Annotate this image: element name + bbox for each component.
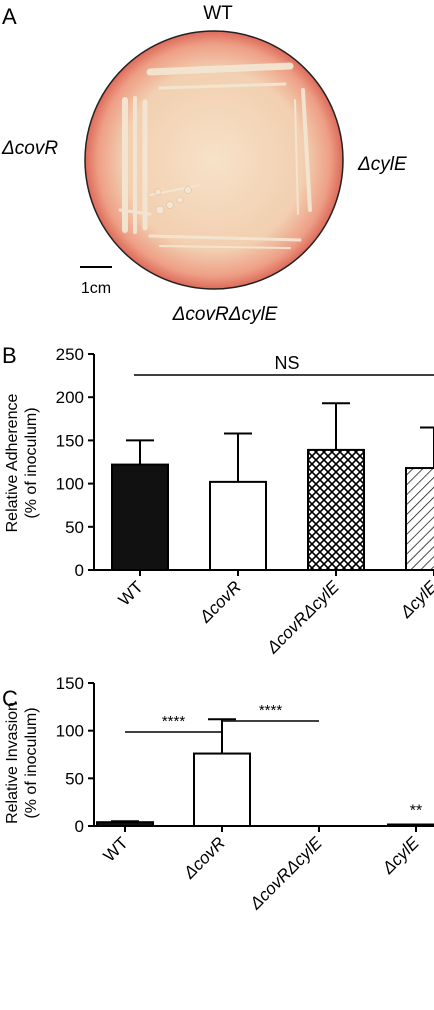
significance-label: NS xyxy=(274,353,299,373)
significance-label: **** xyxy=(162,713,186,730)
y-tick-label: 100 xyxy=(56,475,84,494)
bar xyxy=(405,467,434,572)
x-tick-label: ΔcovR xyxy=(179,833,229,883)
x-tick-label: ΔcovRΔcylE xyxy=(245,833,326,914)
y-tick-label: 150 xyxy=(56,674,84,693)
bar xyxy=(96,821,154,827)
colonies xyxy=(154,186,192,215)
panel-a: A WT ΔcovR ΔcylE ΔcovRΔcylE 1 xyxy=(1,3,407,325)
x-tick-label: WT xyxy=(100,833,132,865)
y-axis-label2-c: (% of inoculum) xyxy=(23,707,40,818)
y-tick-label: 0 xyxy=(75,561,84,580)
x-tick-label: WT xyxy=(115,577,147,609)
y-axis-title-b: Relative Adherence (% of inoculum) xyxy=(4,394,40,533)
y-tick-label: 200 xyxy=(56,388,84,407)
x-tick-label: ΔcovR xyxy=(195,577,245,627)
y-tick-label: 150 xyxy=(56,431,84,450)
y-tick-label: 0 xyxy=(75,817,84,836)
plate-right-label: ΔcylE xyxy=(357,154,407,175)
plate-bottom-label: ΔcovRΔcylE xyxy=(172,304,278,325)
agar-plate xyxy=(84,30,344,290)
panel-label-a: A xyxy=(2,4,17,29)
plate-top-label: WT xyxy=(203,3,233,24)
y-axis-label-c: Relative Invasion xyxy=(4,702,21,824)
panel-c: C Relative Invasion (% of inoculum) 0 50 1… xyxy=(2,674,434,914)
bacterial-streaks xyxy=(118,62,312,249)
bar xyxy=(193,752,251,828)
y-tick-label: 100 xyxy=(56,722,84,741)
plate-left-label: ΔcovR xyxy=(1,138,58,159)
x-tick-label: ΔcylE xyxy=(378,833,423,878)
y-axis-label2-b: (% of inoculum) xyxy=(23,407,40,518)
y-tick-label: 50 xyxy=(65,769,84,788)
bar xyxy=(387,823,434,827)
panel-b: B Relative Adherence (% of inoculum) 0 50… xyxy=(2,343,434,658)
y-tick-label: 250 xyxy=(56,345,84,364)
y-tick-label: 50 xyxy=(65,518,84,537)
x-tick-label: ΔcovRΔcylE xyxy=(262,577,343,658)
chart-marks-b: 0 50 100 150 200 250 WT ΔcovR ΔcovRΔcylE ΔcylE NS xyxy=(56,345,434,658)
x-tick-label: ΔcylE xyxy=(396,577,434,622)
bar xyxy=(111,463,169,572)
significance-label: **** xyxy=(259,702,283,719)
significance-label: ** xyxy=(410,803,422,820)
y-axis-label-b: Relative Adherence xyxy=(4,394,21,533)
bar xyxy=(307,448,365,571)
bar xyxy=(209,480,267,572)
panel-label-b: B xyxy=(2,343,17,368)
y-axis-title-c: Relative Invasion (% of inoculum) xyxy=(4,702,40,824)
scale-bar-label: 1cm xyxy=(81,280,111,297)
panel-label-c: C xyxy=(2,686,18,711)
